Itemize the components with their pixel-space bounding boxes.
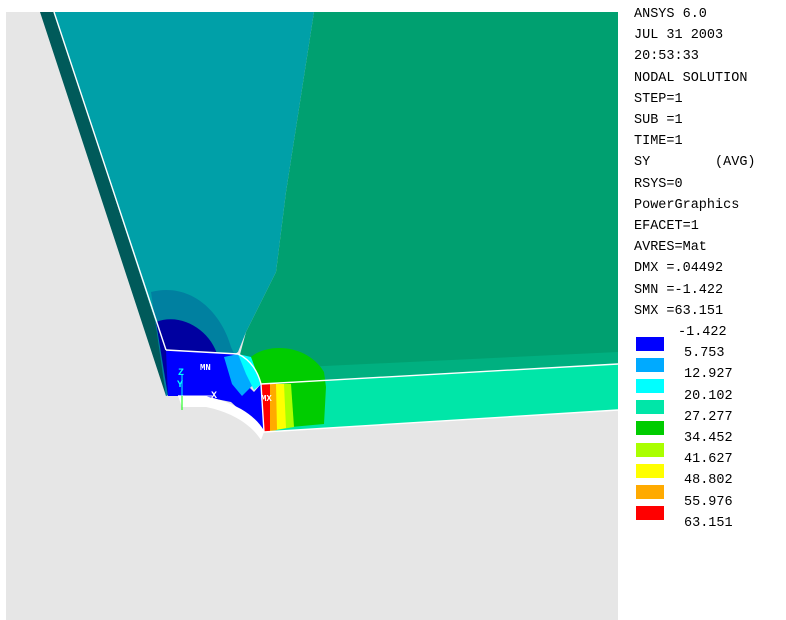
legend-value: 48.802 [684, 473, 733, 489]
info-line: SUB =1 [634, 113, 683, 128]
info-line: TIME=1 [634, 134, 683, 150]
info-line: SMX =63.151 [634, 303, 724, 319]
min-marker-label: MN [200, 363, 211, 373]
legend-value: -1.422 [678, 325, 727, 340]
hole-band-cyan [238, 354, 261, 390]
plate-side-face [40, 12, 178, 396]
legend-value: 20.102 [684, 388, 733, 404]
info-line: JUL 31 2003 [634, 28, 724, 44]
legend-value: 63.151 [684, 515, 733, 531]
info-line: SY (AVG) [634, 155, 756, 171]
model-viewport[interactable]: MN MX Z Y X [6, 12, 618, 620]
info-line: 20:53:33 [634, 49, 699, 65]
info-panel: ANSYS 6.0 JUL 31 2003 20:53:33 NODAL SOLUTI… [624, 0, 786, 620]
hole-band-lightblue [224, 354, 254, 396]
legend-swatch [636, 485, 664, 499]
info-line: EFACET=1 [634, 219, 699, 234]
triad-z-label: Z [178, 368, 184, 379]
legend-value: 41.627 [684, 452, 733, 468]
contour-band-green [238, 12, 618, 384]
legend-swatch [636, 379, 664, 393]
info-line: RSYS=0 [634, 176, 683, 192]
legend-swatch [636, 463, 664, 478]
info-line: AVRES=Mat [634, 240, 707, 256]
coordinate-triad: Z Y X [177, 368, 217, 410]
legend-swatch [636, 336, 664, 351]
legend-swatch [636, 421, 664, 436]
legend-value: 5.753 [684, 346, 725, 362]
info-line: ANSYS 6.0 [634, 7, 707, 22]
legend-value: 34.452 [684, 431, 733, 446]
contour-band-teal [54, 12, 314, 390]
legend-value: 12.927 [684, 367, 733, 383]
triad-y-label: Y [177, 380, 183, 391]
legend-swatch [636, 357, 664, 372]
legend-value: 27.277 [684, 409, 733, 425]
bar-top-face [241, 352, 618, 384]
triad-x-label: X [211, 391, 217, 402]
info-line: NODAL SOLUTION [634, 70, 748, 86]
legend-swatch [636, 442, 664, 457]
model-edges [53, 12, 618, 433]
info-line: SMN =-1.422 [634, 282, 724, 298]
max-marker-label: MX [261, 394, 272, 404]
legend-swatch [636, 506, 664, 521]
info-line: DMX =.04492 [634, 261, 724, 277]
legend-value: 55.976 [684, 494, 733, 510]
info-line: PowerGraphics [634, 197, 740, 213]
fe-model-plot: MN MX Z Y X [40, 12, 618, 440]
info-line: STEP=1 [634, 91, 683, 107]
legend-swatch [636, 400, 664, 415]
hole-cutout [178, 396, 264, 440]
